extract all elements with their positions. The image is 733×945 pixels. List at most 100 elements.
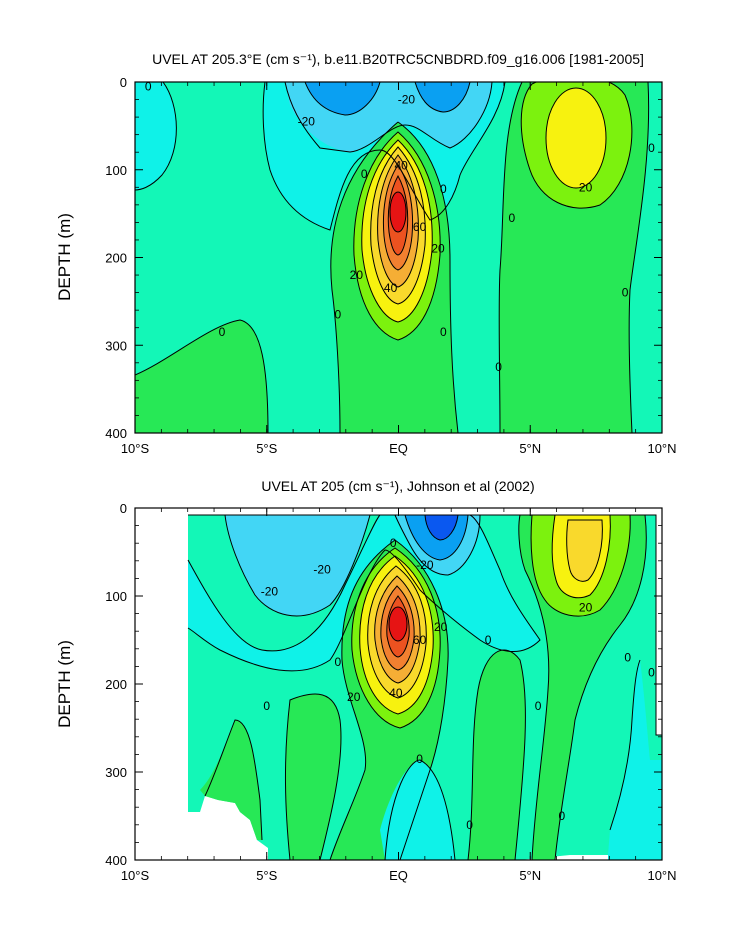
bot-fill-necc-gold bbox=[566, 520, 603, 582]
bot-fill-euc-red bbox=[389, 607, 407, 641]
contour-label: 20 bbox=[347, 690, 361, 704]
top-fill-euc-red bbox=[390, 192, 406, 232]
contour-label: -20 bbox=[416, 558, 434, 572]
top-fill-sec-mediumblue-2 bbox=[415, 82, 470, 112]
contour-label: 0 bbox=[440, 182, 447, 196]
contour-label-text: 0 bbox=[508, 211, 515, 225]
contour-label-text: 0 bbox=[219, 325, 226, 339]
contour-label: 0 bbox=[440, 325, 447, 339]
bot-fill-sw-green bbox=[285, 694, 341, 860]
contour-label: 0 bbox=[219, 325, 226, 339]
contour-label: 0 bbox=[145, 79, 152, 93]
contour-label: -20 bbox=[261, 585, 279, 599]
contour-label-text: 0 bbox=[335, 308, 342, 322]
contour-label: 0 bbox=[335, 308, 342, 322]
contour-label: 0 bbox=[648, 141, 655, 155]
chart-top-contour-lines bbox=[135, 82, 650, 433]
y-tick-label: 200 bbox=[105, 251, 127, 266]
contour-label: 0 bbox=[622, 286, 629, 300]
contour-label-text: -20 bbox=[261, 585, 279, 599]
contour-label-text: 0 bbox=[622, 286, 629, 300]
contour-label: 60 bbox=[413, 220, 427, 234]
contour-label-text: 0 bbox=[440, 182, 447, 196]
contour-label-text: 0 bbox=[263, 699, 270, 713]
x-tick-label: EQ bbox=[389, 868, 408, 883]
y-tick-label: 400 bbox=[105, 426, 127, 441]
bot-fill-c-cyan bbox=[380, 760, 455, 860]
chart-top-ylabel: DEPTH (m) bbox=[55, 213, 74, 301]
contour-label: 0 bbox=[648, 666, 655, 680]
y-tick-label: 100 bbox=[105, 589, 127, 604]
x-tick-label: 10°S bbox=[121, 441, 150, 456]
x-tick-label: 10°N bbox=[647, 868, 676, 883]
contour-label-text: 0 bbox=[559, 809, 566, 823]
contour-label-text: -20 bbox=[298, 114, 316, 128]
contour-label: 0 bbox=[390, 536, 397, 550]
top-fill-sw-green bbox=[135, 320, 268, 433]
contour-label-text: 0 bbox=[440, 325, 447, 339]
contour-label-text: 0 bbox=[361, 167, 368, 181]
contour-label-text: 20 bbox=[347, 690, 361, 704]
contour-label: 0 bbox=[361, 167, 368, 181]
top-fill-necc-yellow bbox=[546, 88, 606, 188]
contour-label-text: -20 bbox=[416, 558, 434, 572]
y-tick-label: 200 bbox=[105, 677, 127, 692]
contour-label: 40 bbox=[394, 158, 408, 172]
contour-label: -20 bbox=[313, 563, 331, 577]
contour-label-text: 0 bbox=[648, 666, 655, 680]
y-tick-label: 400 bbox=[105, 853, 127, 868]
contour-label: 0 bbox=[335, 655, 342, 669]
contour-label: 60 bbox=[413, 633, 427, 647]
contour-label: -20 bbox=[298, 114, 316, 128]
chart-bottom-ylabel: DEPTH (m) bbox=[55, 640, 74, 728]
y-tick-label: 0 bbox=[120, 501, 127, 516]
contour-label: 20 bbox=[579, 600, 593, 614]
chart-bottom-title: UVEL AT 205 (cm s⁻¹), Johnson et al (200… bbox=[261, 478, 534, 494]
contour-label-text: -20 bbox=[313, 563, 331, 577]
x-tick-label: EQ bbox=[389, 441, 408, 456]
chart-top-fills bbox=[135, 82, 662, 433]
contour-label-text: 0 bbox=[466, 818, 473, 832]
x-tick-label: 5°N bbox=[519, 868, 541, 883]
contour-label-text: 40 bbox=[384, 281, 398, 295]
contour-label-text: 0 bbox=[335, 655, 342, 669]
y-tick-label: 100 bbox=[105, 163, 127, 178]
contour-label: 0 bbox=[508, 211, 515, 225]
contour-label: 0 bbox=[535, 699, 542, 713]
bot-fill-e-cyan bbox=[608, 660, 662, 860]
x-tick-label: 5°S bbox=[256, 441, 277, 456]
contour-label-text: 0 bbox=[485, 633, 492, 647]
contour-label: 0 bbox=[485, 633, 492, 647]
contour-label-text: 0 bbox=[535, 699, 542, 713]
contour-label-text: 0 bbox=[648, 141, 655, 155]
contour-label-text: 20 bbox=[579, 600, 593, 614]
contour-label-text: 40 bbox=[389, 686, 403, 700]
contour-label-text: 40 bbox=[394, 158, 408, 172]
contour-label: 20 bbox=[434, 620, 448, 634]
bot-fill-sec-blue bbox=[425, 515, 458, 540]
contour-label-text: 0 bbox=[624, 651, 631, 665]
contour-label: 0 bbox=[466, 818, 473, 832]
bot-fill-e-green bbox=[468, 650, 526, 860]
contour-label-text: 0 bbox=[390, 536, 397, 550]
contour-label: 0 bbox=[559, 809, 566, 823]
x-tick-label: 10°N bbox=[647, 441, 676, 456]
x-tick-label: 5°N bbox=[519, 441, 541, 456]
contour-label-text: 60 bbox=[413, 220, 427, 234]
bot-fill-w-lightblue bbox=[225, 515, 370, 616]
contour-label-text: 0 bbox=[416, 752, 423, 766]
y-tick-label: 300 bbox=[105, 338, 127, 353]
contour-label: -20 bbox=[398, 93, 416, 107]
contour-label: 0 bbox=[624, 651, 631, 665]
y-tick-label: 0 bbox=[120, 75, 127, 90]
contour-label: 0 bbox=[495, 360, 502, 374]
bot-fill-w-green bbox=[200, 720, 262, 840]
contour-label-text: 20 bbox=[579, 180, 593, 194]
chart-top-title: UVEL AT 205.3°E (cm s⁻¹), b.e11.B20TRC5C… bbox=[152, 51, 644, 67]
contour-label: 0 bbox=[263, 699, 270, 713]
contour-label-text: 20 bbox=[350, 268, 364, 282]
chart-bottom: UVEL AT 205 (cm s⁻¹), Johnson et al (200… bbox=[55, 478, 677, 883]
contour-label: 40 bbox=[389, 686, 403, 700]
